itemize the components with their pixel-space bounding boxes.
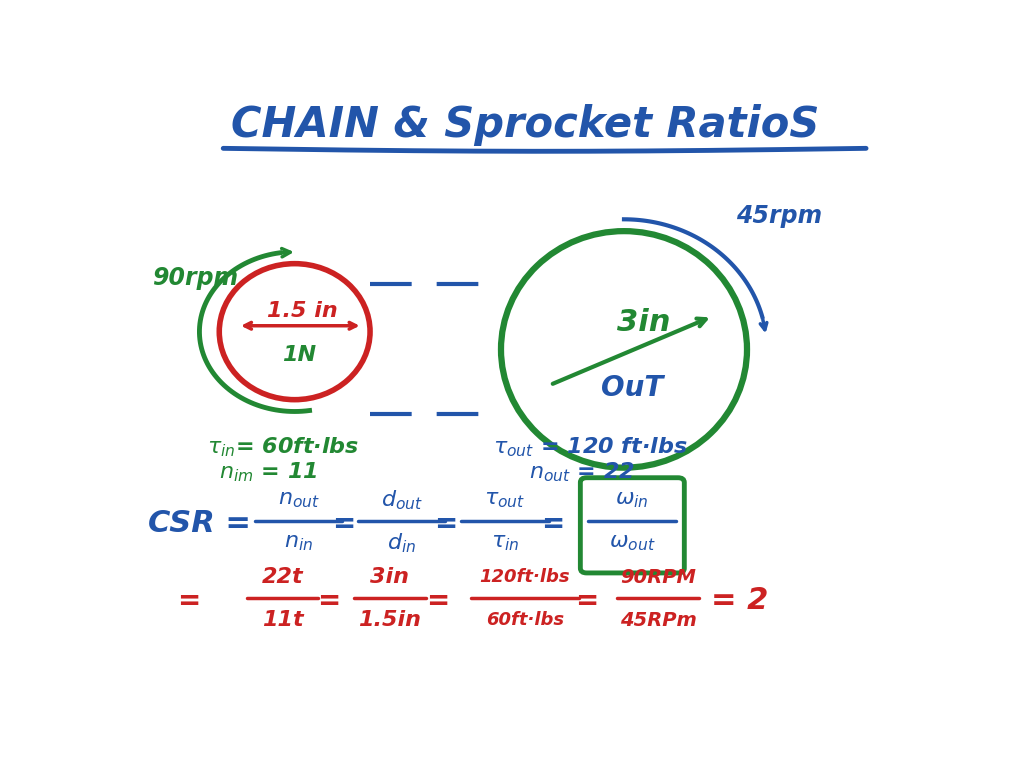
Text: $n_{in}$: $n_{in}$: [284, 533, 313, 554]
Text: 90rpm: 90rpm: [153, 266, 239, 290]
Text: 3in: 3in: [617, 308, 671, 337]
Text: 3in: 3in: [371, 567, 410, 587]
Text: $\omega_{in}$: $\omega_{in}$: [615, 490, 649, 510]
Text: CHAIN & Sprocket RatioS: CHAIN & Sprocket RatioS: [230, 104, 819, 146]
Text: =: =: [575, 587, 598, 614]
Text: 90RPM: 90RPM: [621, 568, 696, 587]
Text: 1N: 1N: [282, 346, 315, 366]
Text: $\tau_{in}$= 60ft·lbs: $\tau_{in}$= 60ft·lbs: [207, 435, 359, 458]
Text: =: =: [317, 587, 340, 614]
Text: $\tau_{out}$ = 120 ft·lbs: $\tau_{out}$ = 120 ft·lbs: [494, 435, 688, 458]
Text: $n_{out}$ = 22: $n_{out}$ = 22: [528, 460, 635, 484]
Text: $\tau_{out}$: $\tau_{out}$: [484, 490, 525, 510]
Text: 45RPm: 45RPm: [620, 611, 696, 630]
Text: 22t: 22t: [262, 567, 303, 587]
Text: = 2: = 2: [712, 586, 769, 615]
Text: 120ft·lbs: 120ft·lbs: [479, 568, 570, 586]
Text: OuT: OuT: [601, 374, 664, 402]
Text: $n_{out}$: $n_{out}$: [278, 490, 319, 510]
Text: =: =: [434, 510, 457, 538]
Text: $d_{out}$: $d_{out}$: [381, 488, 423, 512]
Text: $\tau_{in}$: $\tau_{in}$: [490, 533, 519, 554]
Text: =: =: [426, 587, 450, 614]
Text: 1.5in: 1.5in: [358, 611, 422, 631]
Text: 11t: 11t: [262, 611, 303, 631]
Text: =: =: [177, 587, 200, 614]
Text: =: =: [541, 510, 564, 538]
Text: $d_{in}$: $d_{in}$: [387, 531, 417, 555]
Text: =: =: [332, 510, 355, 538]
Text: 1.5 in: 1.5 in: [267, 301, 338, 321]
Text: CSR =: CSR =: [147, 509, 251, 538]
Text: 45rpm: 45rpm: [735, 204, 822, 228]
Text: 60ft·lbs: 60ft·lbs: [485, 611, 564, 629]
Text: $\omega_{out}$: $\omega_{out}$: [608, 533, 655, 554]
Text: $n_{im}$ = 11: $n_{im}$ = 11: [219, 460, 317, 484]
